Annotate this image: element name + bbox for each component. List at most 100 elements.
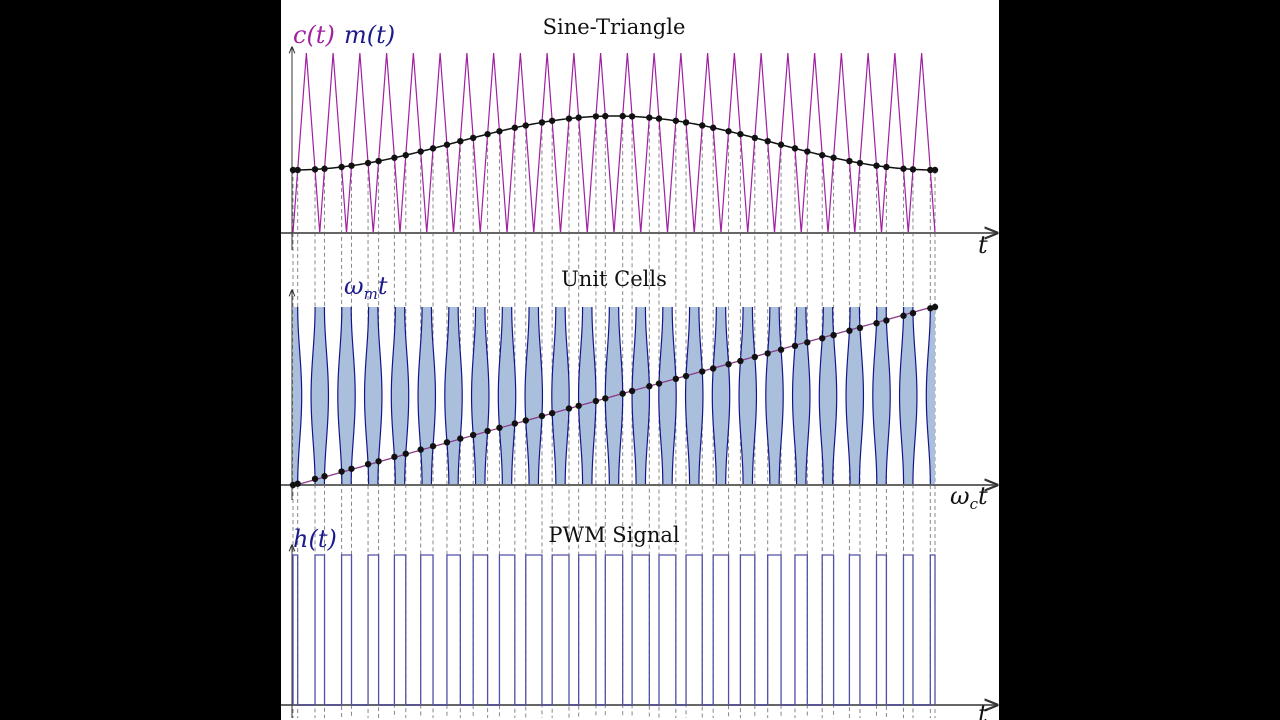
intersection-dot-cell <box>709 365 717 372</box>
unit-cell <box>632 307 650 485</box>
intersection-dot-cell <box>751 353 759 361</box>
unit-cell-edge <box>845 306 851 486</box>
intersection-dot-cell <box>565 405 573 412</box>
unit-cell-edge <box>537 306 544 486</box>
unit-cell <box>792 307 810 485</box>
xlabel-omega-c-t: ωct <box>950 482 988 513</box>
intersection-dot-cell <box>294 480 301 487</box>
intersection-dot-top <box>628 113 636 120</box>
intersection-dot-top <box>417 148 424 155</box>
intersection-dot-cell <box>457 435 464 442</box>
intersection-dot-cell <box>338 468 345 475</box>
title-sine-triangle: Sine-Triangle <box>543 15 686 39</box>
figure-panel: Sine-Triangle c(t) m(t) t Unit Cells ωmt… <box>281 0 999 720</box>
intersection-dot-top <box>469 134 477 142</box>
intersection-dot-top <box>830 154 837 161</box>
unit-cell-edge <box>898 306 905 486</box>
unit-cell-edge <box>377 306 383 486</box>
unit-cell <box>846 307 864 485</box>
intersection-dot-top <box>294 166 301 174</box>
intersection-dot-top <box>565 115 573 122</box>
intersection-dot-cell <box>699 368 706 375</box>
unit-cell <box>551 307 570 485</box>
intersection-dot-cell <box>511 420 519 427</box>
intersection-dot-top <box>804 148 811 155</box>
intersection-dot-cell <box>402 450 409 457</box>
intersection-dot-top <box>725 128 732 135</box>
unit-cell-edge <box>591 306 597 486</box>
intersection-dot-cell <box>819 335 826 342</box>
unit-cell <box>819 307 837 485</box>
unit-cell-edge <box>323 306 330 486</box>
intersection-dot-cell <box>484 427 491 435</box>
unit-cell-edge <box>925 306 931 486</box>
unit-cell-edge <box>337 306 343 486</box>
unit-cell-edge <box>297 306 303 486</box>
label-h-t: h(t) <box>293 525 337 553</box>
intersection-dot-cell <box>725 361 732 368</box>
intersection-dot-cell <box>909 309 917 317</box>
unit-cell-edge <box>791 306 798 486</box>
unit-cell <box>293 307 302 485</box>
intersection-dot-top <box>927 166 934 174</box>
intersection-dot-top <box>457 137 464 145</box>
intersection-dot-cell <box>429 442 437 450</box>
unit-cell-edge <box>444 306 450 486</box>
unit-cell-edge <box>310 306 316 486</box>
intersection-dot-cell <box>777 346 785 353</box>
intersection-dot-top <box>709 124 717 131</box>
intersection-dot-top <box>672 117 680 124</box>
intersection-dot-cell <box>522 417 529 424</box>
unit-cell-edge <box>885 306 891 486</box>
unit-cell-edge <box>912 306 918 486</box>
pwm-figure: Sine-Triangle c(t) m(t) t Unit Cells ωmt… <box>281 15 999 720</box>
unit-cell-edge <box>658 306 664 486</box>
intersection-dot-top <box>484 130 491 138</box>
intersection-dot-top <box>873 162 880 169</box>
unit-cell-edge <box>765 306 771 486</box>
unit-cell-edge <box>725 306 731 486</box>
unit-cell-edge <box>524 306 530 486</box>
unit-cell <box>498 307 516 485</box>
intersection-dot-cell <box>883 317 890 324</box>
unit-cell-edge <box>350 306 356 486</box>
unit-cell-edge <box>631 306 637 486</box>
intersection-dot-top <box>538 119 546 126</box>
intersection-dot-cell <box>628 387 636 395</box>
intersection-dot-cell <box>646 383 653 390</box>
intersection-dot-top <box>592 113 600 120</box>
intersection-dot-cell <box>655 380 663 387</box>
axes <box>281 47 997 718</box>
intersection-dot-cell <box>417 446 424 453</box>
title-unit-cells: Unit Cells <box>561 267 667 291</box>
unit-cell-edge <box>430 306 437 486</box>
unit-cell-edge <box>457 306 463 486</box>
unit-cell <box>391 307 409 485</box>
intersection-dot-top <box>619 112 626 120</box>
intersection-dot-cell <box>873 320 880 327</box>
intersection-dot-cell <box>575 402 582 409</box>
intersection-dot-top <box>819 151 826 159</box>
unit-cell-edge <box>738 306 744 486</box>
intersection-dot-cell <box>496 424 503 431</box>
intersection-dot-top <box>443 141 451 148</box>
unit-cell <box>525 307 543 485</box>
intersection-dot-top <box>655 115 663 122</box>
unit-cell-edge <box>497 306 503 486</box>
intersection-dot-cell <box>469 431 477 439</box>
unit-cell <box>872 307 891 485</box>
unit-cell-edge <box>711 306 717 486</box>
modulation-line <box>292 115 936 171</box>
title-pwm: PWM Signal <box>548 523 679 547</box>
unit-cell-edge <box>564 306 570 486</box>
intersection-dot-top <box>402 151 409 159</box>
unit-cell <box>658 307 677 485</box>
intersection-dot-top <box>737 130 744 138</box>
unit-cell <box>899 307 917 485</box>
intersection-dot-top <box>321 165 328 172</box>
intersection-dot-top <box>391 154 398 161</box>
intersection-dot-cell <box>682 372 690 380</box>
unit-cell <box>712 307 730 485</box>
unit-cell <box>578 307 596 485</box>
unit-cell-edge <box>671 306 677 486</box>
